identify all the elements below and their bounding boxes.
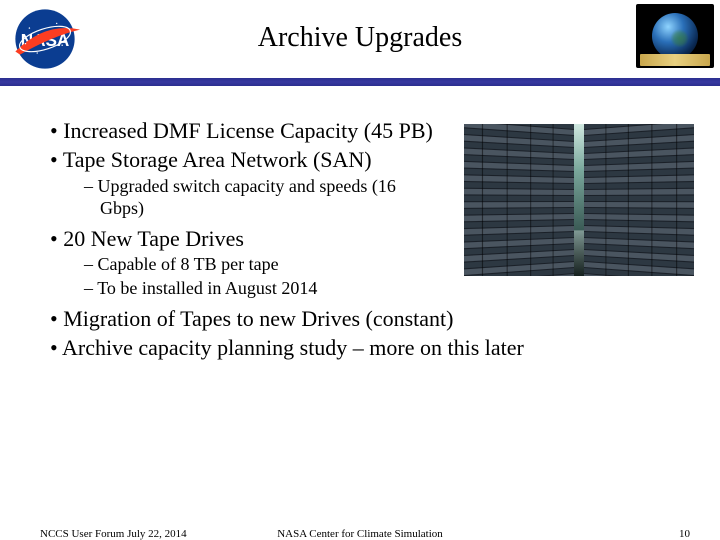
page-number: 10: [679, 528, 690, 540]
slide-body: Increased DMF License Capacity (45 PB) T…: [40, 118, 690, 364]
sub-bullet-item: To be installed in August 2014: [100, 278, 440, 300]
sub-bullet-item: Upgraded switch capacity and speeds (16 …: [100, 176, 440, 220]
header-divider: [0, 78, 720, 86]
bullet-item: Migration of Tapes to new Drives (consta…: [68, 306, 668, 333]
bullet-item: Tape Storage Area Network (SAN): [68, 147, 438, 174]
nasa-logo-icon: NASA: [6, 6, 84, 72]
footer-center-text: NASA Center for Climate Simulation: [0, 528, 720, 540]
slide-title: Archive Upgrades: [0, 0, 720, 54]
nccs-logo-icon: [636, 4, 714, 68]
bullet-item: 20 New Tape Drives: [68, 226, 438, 253]
bullet-item: Increased DMF License Capacity (45 PB): [68, 118, 438, 145]
bullet-item: Archive capacity planning study – more o…: [68, 335, 668, 362]
slide-header: NASA Archive Upgrades: [0, 0, 720, 90]
sub-bullet-item: Capable of 8 TB per tape: [100, 254, 440, 276]
